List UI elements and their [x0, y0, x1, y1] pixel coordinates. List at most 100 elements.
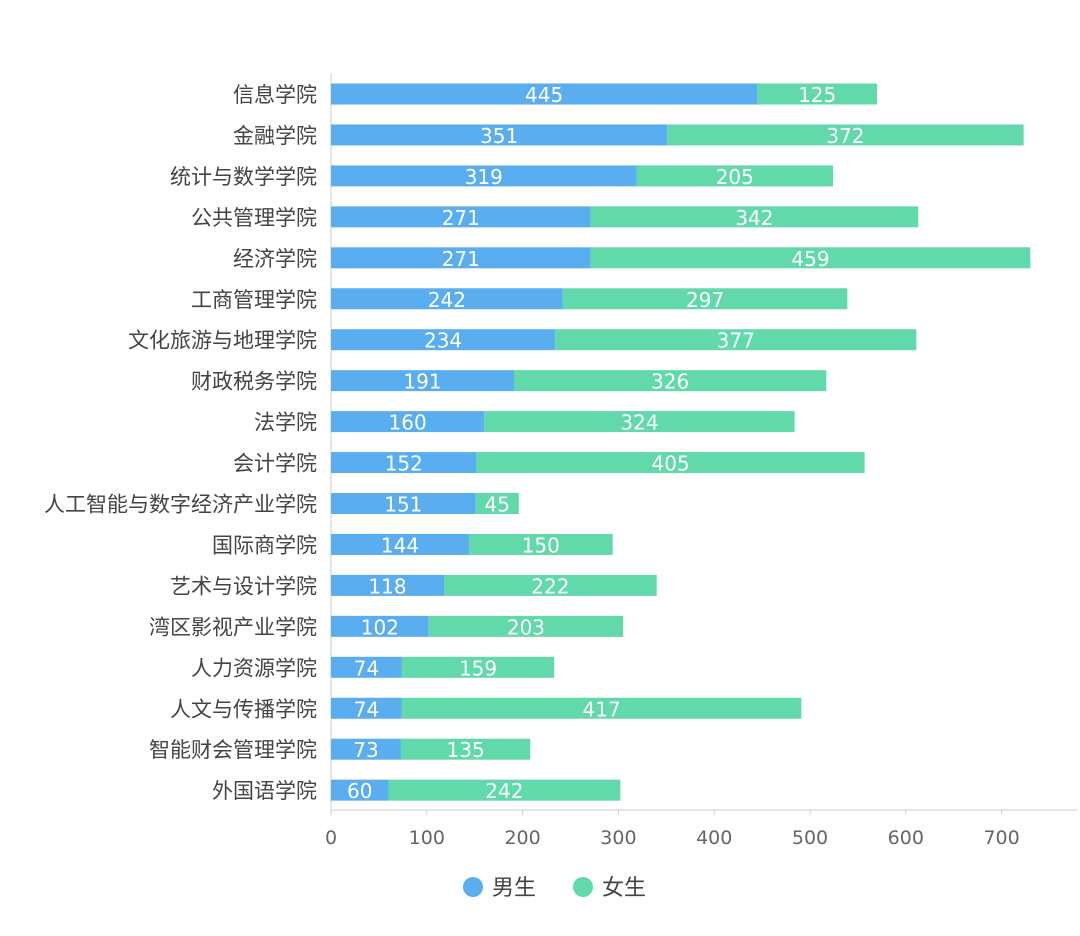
legend-label-female: 女生: [602, 876, 646, 901]
bar-female: [476, 452, 865, 474]
bar-male: [331, 165, 637, 187]
category-label: 湾区影视产业学院: [149, 615, 317, 639]
bar-male: [331, 697, 402, 719]
bar-male: [331, 656, 402, 678]
data-label-female: 159: [459, 656, 497, 680]
bar-female: [513, 370, 827, 392]
data-label-male: 445: [525, 83, 563, 107]
category-label: 智能财会管理学院: [149, 738, 317, 762]
data-label-male: 74: [354, 656, 379, 680]
x-tick-label: 500: [792, 827, 828, 849]
data-label-male: 319: [465, 165, 503, 189]
data-label-male: 74: [354, 697, 379, 721]
x-tick-label: 700: [983, 827, 1019, 849]
bar-male: [331, 247, 591, 269]
bar-female: [636, 165, 833, 187]
category-label: 金融学院: [233, 124, 317, 148]
data-label-male: 242: [428, 288, 466, 312]
category-label: 公共管理学院: [191, 206, 317, 230]
x-tick-label: 400: [696, 827, 732, 849]
data-label-male: 102: [361, 615, 399, 639]
data-label-male: 144: [381, 533, 419, 557]
bar-male: [331, 206, 591, 228]
bar-male: [331, 615, 429, 637]
category-label: 会计学院: [233, 452, 317, 476]
legend-marker-male: [463, 877, 483, 897]
category-label: 工商管理学院: [191, 288, 317, 312]
bar-male: [331, 124, 668, 146]
data-label-female: 150: [522, 533, 560, 557]
data-label-female: 45: [484, 493, 509, 517]
x-tick-label: 100: [409, 827, 445, 849]
category-label: 信息学院: [233, 83, 317, 107]
data-label-male: 73: [353, 738, 378, 762]
data-label-male: 118: [368, 574, 406, 598]
data-label-female: 205: [716, 165, 754, 189]
data-label-male: 151: [384, 493, 422, 517]
category-label: 法学院: [254, 411, 317, 435]
bar-male: [331, 452, 477, 474]
bar-female: [401, 656, 555, 678]
bar-male: [331, 411, 485, 433]
bar-female: [555, 329, 917, 351]
data-label-male: 234: [424, 329, 462, 353]
data-label-female: 377: [717, 329, 755, 353]
data-label-female: 203: [507, 615, 545, 639]
bar-female: [562, 288, 848, 310]
bar-male: [331, 83, 758, 105]
bar-female: [757, 83, 878, 105]
bar-female: [428, 615, 624, 637]
data-label-female: 297: [686, 288, 724, 312]
x-tick-label: 300: [600, 827, 636, 849]
x-tick-label: 600: [888, 827, 924, 849]
category-label: 人力资源学院: [191, 656, 317, 680]
bar-female: [475, 493, 519, 514]
bar-female: [401, 697, 802, 719]
data-label-female: 417: [583, 697, 621, 721]
bar-female: [468, 533, 613, 555]
bar-female: [388, 779, 621, 801]
x-tick-label: 200: [504, 827, 540, 849]
data-label-female: 135: [447, 738, 485, 762]
category-label: 经济学院: [233, 247, 317, 271]
data-label-female: 125: [798, 83, 836, 107]
bar-female: [590, 247, 1031, 269]
category-label: 财政税务学院: [191, 370, 317, 394]
category-label: 人工智能与数字经济产业学院: [44, 493, 317, 517]
category-label: 文化旅游与地理学院: [128, 329, 317, 353]
data-label-female: 324: [620, 411, 658, 435]
data-label-female: 372: [826, 124, 864, 148]
bar-female: [484, 411, 795, 433]
bar-male: [331, 288, 563, 310]
data-label-female: 459: [791, 247, 829, 271]
data-label-female: 342: [735, 206, 773, 230]
data-label-male: 271: [442, 247, 480, 271]
data-label-female: 242: [485, 779, 523, 803]
bar-female: [590, 206, 919, 228]
bar-male: [331, 738, 401, 760]
data-label-male: 191: [403, 370, 441, 394]
bar-female: [400, 738, 531, 760]
bar-male: [331, 329, 556, 351]
category-label: 人文与传播学院: [170, 697, 317, 721]
data-label-male: 152: [385, 452, 423, 476]
bar-male: [331, 533, 469, 555]
data-label-male: 351: [480, 124, 518, 148]
x-tick-label: 0: [325, 827, 337, 849]
data-label-female: 405: [652, 452, 690, 476]
bar-male: [331, 574, 445, 596]
bar-female: [444, 574, 657, 596]
data-label-male: 271: [442, 206, 480, 230]
category-label: 外国语学院: [212, 779, 317, 803]
bar-female: [667, 124, 1024, 146]
category-label: 国际商学院: [212, 533, 317, 557]
legend-marker-female: [573, 877, 593, 897]
category-label: 艺术与设计学院: [170, 574, 317, 598]
data-label-female: 326: [651, 370, 689, 394]
data-label-male: 60: [347, 779, 372, 803]
data-label-male: 160: [389, 411, 427, 435]
bar-male: [331, 370, 514, 392]
category-label: 统计与数学学院: [170, 165, 317, 189]
